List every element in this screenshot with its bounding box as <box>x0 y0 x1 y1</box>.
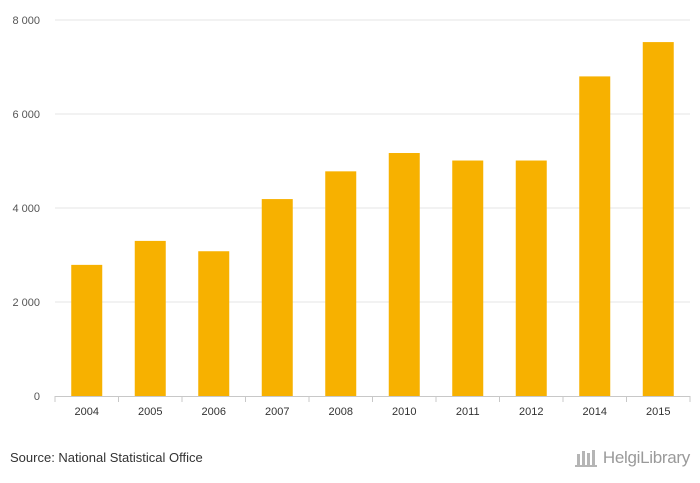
bar <box>325 171 357 396</box>
bar <box>198 251 230 396</box>
brand-logo: HelgiLibrary <box>574 448 690 468</box>
bar <box>388 153 420 396</box>
x-tick-label: 2012 <box>519 406 543 418</box>
bar <box>134 240 166 396</box>
y-tick-label: 2 000 <box>12 297 40 309</box>
bars <box>71 42 674 397</box>
x-tick-label: 2010 <box>392 406 416 418</box>
bar <box>515 160 547 396</box>
brand-name: HelgiLibrary <box>602 448 690 467</box>
x-axis: 2004 2005 2006 2007 2008 2010 2011 2012 2014 2015 <box>54 396 691 418</box>
y-tick-label: 0 <box>34 391 40 403</box>
library-icon <box>574 450 597 467</box>
bar <box>642 42 674 397</box>
x-tick-label: 2006 <box>202 406 226 418</box>
bar <box>579 76 611 397</box>
x-tick-label: 2014 <box>583 406 607 418</box>
x-tick-label: 2011 <box>456 406 480 418</box>
y-tick-label: 4 000 <box>12 203 40 215</box>
source-note: Source: National Statistical Office <box>10 450 203 465</box>
x-tick-label: 2004 <box>75 406 99 418</box>
x-tick-label: 2005 <box>138 406 162 418</box>
bar <box>261 199 293 396</box>
y-tick-label: 8 000 <box>12 15 40 27</box>
bar <box>71 264 103 396</box>
y-axis-ticks: 0 2 000 4 000 6 000 8 000 <box>12 15 40 403</box>
bar <box>452 160 484 396</box>
y-tick-label: 6 000 <box>12 109 40 121</box>
x-tick-label: 2007 <box>265 406 289 418</box>
x-tick-label: 2015 <box>646 406 670 418</box>
x-tick-label: 2008 <box>329 406 353 418</box>
